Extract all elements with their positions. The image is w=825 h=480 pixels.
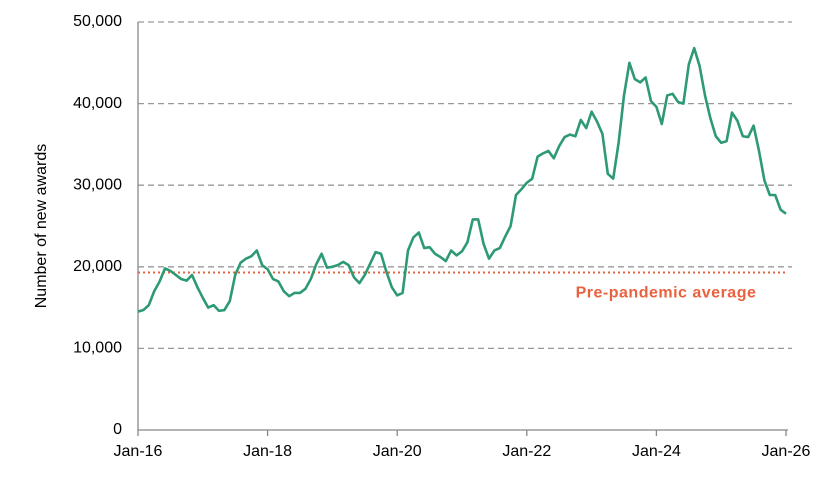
x-tick-label: Jan-16: [114, 443, 163, 460]
y-tick-label: 20,000: [73, 258, 122, 275]
y-tick-label: 50,000: [73, 13, 122, 30]
x-tick-label: Jan-18: [243, 443, 292, 460]
x-tick-label: Jan-22: [502, 443, 551, 460]
x-tick-label: Jan-26: [762, 443, 811, 460]
y-tick-label: 10,000: [73, 340, 122, 357]
y-tick-label: 0: [113, 421, 122, 438]
x-tick-label: Jan-20: [373, 443, 422, 460]
data-line: [137, 46, 787, 313]
x-tick-label: Jan-24: [632, 443, 681, 460]
y-tick-label: 40,000: [73, 95, 122, 112]
y-tick-label: 30,000: [73, 176, 122, 193]
reference-label: Pre-pandemic average: [576, 285, 757, 302]
y-axis-label: Number of new awards: [33, 144, 50, 309]
